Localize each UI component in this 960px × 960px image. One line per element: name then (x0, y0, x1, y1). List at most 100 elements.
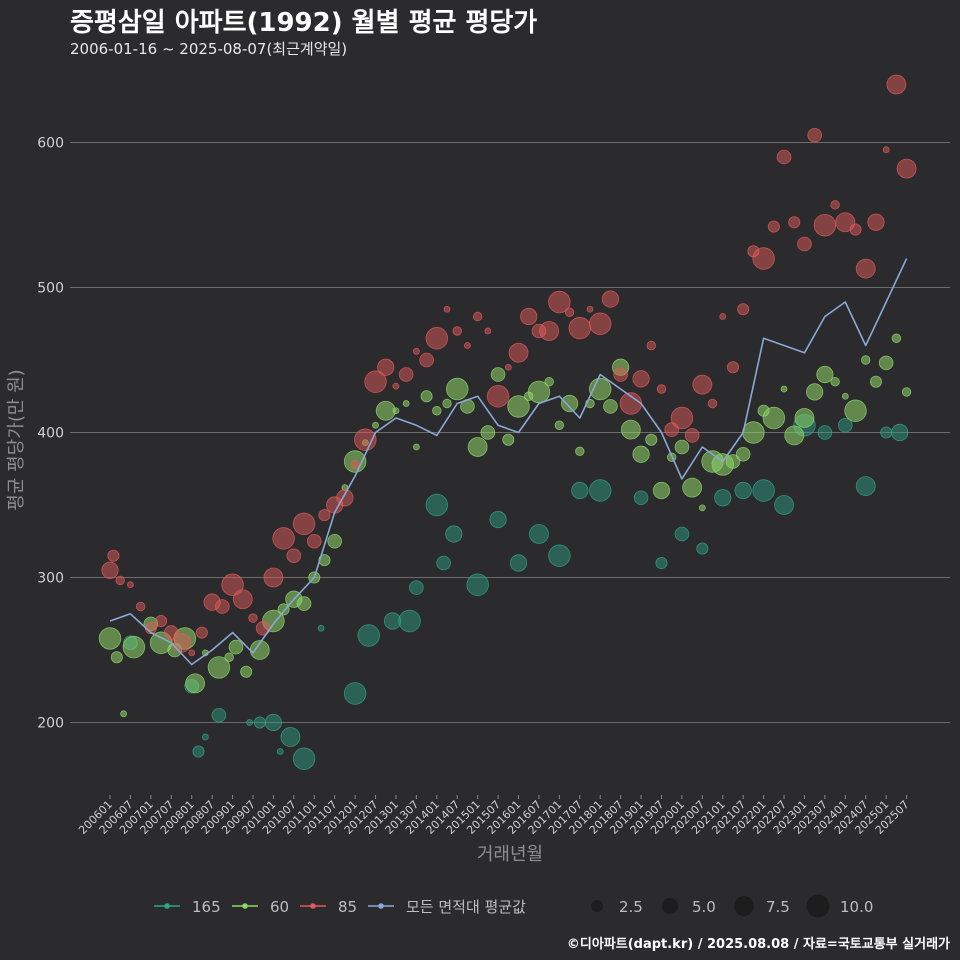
y-tick-label: 500 (37, 281, 64, 297)
point-165 (838, 417, 853, 433)
y-tick-label: 300 (37, 571, 64, 587)
legend-size-circle (662, 898, 678, 914)
point-85 (464, 342, 471, 349)
point-85 (564, 307, 575, 317)
point-60 (185, 673, 206, 694)
point-85 (882, 146, 890, 154)
point-60 (207, 656, 231, 679)
point-85 (632, 370, 650, 388)
point-165 (817, 425, 833, 440)
point-60 (420, 390, 433, 403)
point-85 (867, 213, 885, 231)
point-60 (240, 665, 253, 678)
x-axis-title: 거래년월 (477, 844, 543, 865)
y-axis-ticks: 200 300 400 500 600 (37, 136, 64, 732)
chart-subtitle: 2006-01-16 ~ 2025-08-07(최근계약일) (70, 40, 348, 58)
point-60 (318, 554, 331, 567)
point-60 (554, 420, 565, 430)
point-60 (794, 408, 815, 428)
point-165 (774, 495, 794, 515)
point-85 (813, 213, 837, 237)
point-165 (253, 716, 266, 729)
point-85 (855, 258, 876, 279)
point-165 (880, 426, 893, 439)
point-165 (343, 682, 367, 705)
point-165 (548, 544, 571, 567)
point-60 (480, 425, 496, 440)
point-85 (392, 382, 400, 390)
point-165 (276, 748, 284, 755)
point-85 (135, 601, 146, 612)
point-60 (682, 477, 703, 498)
legend-label-4: 모든 면적대 평균값 (406, 898, 526, 916)
point-85 (419, 352, 434, 368)
point-165 (571, 481, 589, 500)
point-60 (806, 383, 824, 401)
point-165 (714, 489, 732, 507)
point-165 (211, 707, 227, 723)
point-85 (364, 370, 387, 393)
point-85 (443, 305, 451, 313)
point-85 (539, 321, 560, 341)
legend-dot-2 (242, 903, 248, 909)
point-85 (350, 459, 360, 470)
point-85 (601, 290, 620, 308)
point-85 (684, 428, 700, 443)
avg-line (109, 258, 908, 666)
point-85 (886, 74, 907, 95)
legend-dot-4 (378, 903, 384, 909)
legend-dot-1 (164, 903, 170, 909)
point-60 (725, 454, 741, 469)
point-165 (489, 510, 507, 529)
point-85 (255, 620, 271, 636)
point-85 (425, 327, 449, 350)
point-85 (692, 374, 713, 395)
point-85 (484, 327, 492, 335)
point-85 (707, 398, 718, 409)
point-165 (589, 479, 612, 502)
point-85 (568, 316, 591, 340)
point-85 (807, 127, 822, 143)
point-60 (742, 421, 765, 444)
point-60 (901, 387, 912, 397)
point-165 (633, 490, 649, 506)
point-60 (603, 399, 618, 414)
point-60 (560, 394, 579, 413)
point-60 (735, 446, 751, 462)
point-60 (224, 652, 234, 662)
point-165 (292, 747, 316, 770)
grid-lines (70, 142, 950, 723)
point-165 (466, 573, 489, 596)
point-85 (776, 149, 792, 165)
point-85 (398, 367, 414, 382)
point-85 (849, 223, 862, 236)
legend-size-label: 7.5 (766, 898, 790, 916)
series-85-points (101, 74, 917, 657)
point-85 (548, 290, 571, 314)
point-165 (280, 727, 301, 747)
point-85 (452, 326, 462, 336)
legend-size-label: 10.0 (840, 898, 873, 916)
point-60 (507, 395, 530, 418)
point-165 (201, 733, 209, 741)
point-165 (409, 580, 424, 595)
avg-line-path (109, 258, 908, 666)
legend-label-2: 60 (270, 898, 289, 916)
point-85 (486, 385, 510, 408)
point-85 (670, 406, 694, 430)
point-60 (490, 367, 506, 382)
point-165 (398, 609, 421, 633)
point-85 (248, 613, 258, 623)
point-165 (891, 423, 909, 442)
point-60 (544, 377, 554, 387)
point-60 (432, 406, 442, 416)
legend-size-circle (591, 900, 603, 912)
source-caption: ©디아파트(dapt.kr) / 2025.08.08 / 자료=국토교통부 실… (566, 937, 950, 952)
point-60 (891, 333, 902, 343)
legend-size-label: 2.5 (619, 898, 643, 916)
point-85 (830, 200, 840, 210)
y-tick-label: 600 (37, 136, 64, 152)
legend-label-1: 165 (192, 898, 221, 916)
point-85 (115, 575, 125, 586)
point-85 (504, 363, 512, 371)
